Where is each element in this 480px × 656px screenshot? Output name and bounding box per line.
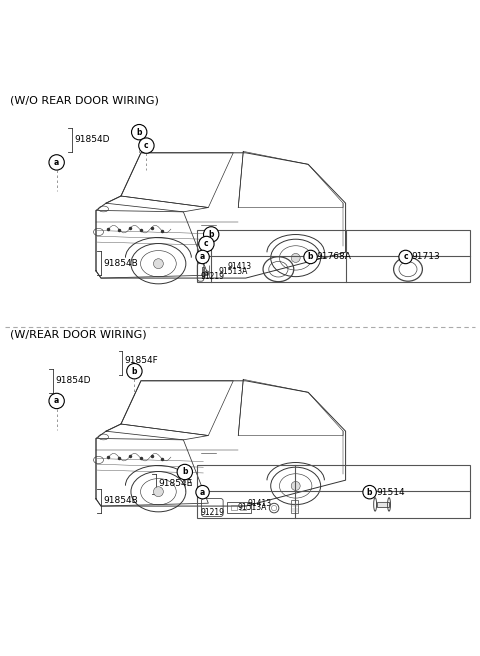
Text: 91854B: 91854B	[103, 258, 138, 268]
Circle shape	[49, 394, 64, 409]
Circle shape	[291, 482, 300, 491]
Circle shape	[132, 125, 147, 140]
Bar	[291, 500, 299, 513]
Circle shape	[291, 253, 300, 262]
Text: 91854B: 91854B	[103, 497, 138, 505]
Text: c: c	[204, 239, 209, 249]
Circle shape	[196, 250, 209, 264]
Text: 91713: 91713	[412, 253, 441, 262]
Text: (W/REAR DOOR WIRING): (W/REAR DOOR WIRING)	[10, 329, 146, 339]
Text: a: a	[54, 396, 59, 405]
Circle shape	[199, 236, 214, 252]
Text: 91854E: 91854E	[158, 480, 192, 489]
Bar	[240, 504, 246, 510]
Bar	[202, 267, 204, 277]
Circle shape	[196, 485, 209, 499]
Bar	[197, 465, 470, 518]
Text: 91413: 91413	[228, 262, 252, 271]
Text: b: b	[182, 468, 188, 476]
Text: 91513A: 91513A	[218, 267, 248, 276]
Text: b: b	[308, 253, 313, 262]
Circle shape	[204, 227, 219, 242]
Text: 91854D: 91854D	[74, 135, 110, 144]
Text: c: c	[144, 141, 149, 150]
Text: (W/O REAR DOOR WIRING): (W/O REAR DOOR WIRING)	[10, 95, 158, 105]
Bar	[231, 504, 237, 510]
Text: 91219: 91219	[201, 272, 225, 281]
Text: a: a	[54, 158, 59, 167]
Bar	[228, 502, 251, 513]
Text: a: a	[200, 253, 205, 262]
Text: 91413: 91413	[248, 499, 272, 508]
Text: 91514: 91514	[377, 487, 406, 497]
Circle shape	[127, 363, 142, 379]
Text: b: b	[132, 367, 137, 376]
Circle shape	[139, 138, 154, 154]
Circle shape	[363, 485, 376, 499]
Text: b: b	[208, 230, 214, 239]
Text: 91768A: 91768A	[317, 253, 352, 262]
Text: a: a	[200, 487, 205, 497]
Text: c: c	[403, 253, 408, 262]
Bar	[376, 502, 389, 507]
Text: 91854D: 91854D	[55, 377, 91, 385]
Text: b: b	[136, 128, 142, 136]
Circle shape	[399, 250, 412, 264]
Circle shape	[177, 464, 192, 480]
Text: 91854F: 91854F	[125, 356, 158, 365]
Text: b: b	[367, 487, 372, 497]
Text: 91219: 91219	[201, 508, 225, 518]
Circle shape	[304, 250, 317, 264]
Circle shape	[49, 155, 64, 170]
Bar	[197, 230, 470, 282]
Text: 91513A: 91513A	[238, 504, 267, 512]
Circle shape	[154, 487, 163, 497]
Circle shape	[154, 258, 163, 268]
